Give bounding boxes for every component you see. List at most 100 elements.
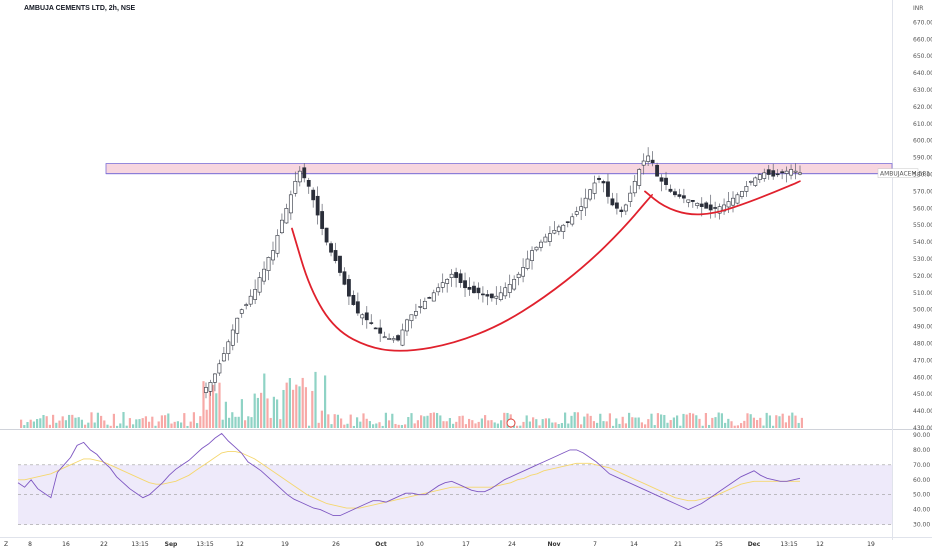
- volume-bar: [666, 422, 669, 428]
- time-tick-label: 21: [674, 541, 682, 548]
- rsi-tick-label: 60.00: [913, 477, 930, 484]
- candle-body: [400, 329, 405, 346]
- volume-bar: [567, 423, 570, 428]
- volume-bar: [224, 401, 227, 428]
- price-tick-label: 490.00: [913, 324, 932, 331]
- time-tick-label: 12: [236, 541, 244, 548]
- volume-bar: [458, 416, 461, 428]
- candle-body: [641, 160, 646, 166]
- volume-bar: [736, 425, 739, 428]
- volume-bar: [61, 416, 64, 428]
- volume-bar: [551, 422, 554, 428]
- volume-bar: [365, 418, 368, 428]
- candle-body: [592, 182, 597, 194]
- volume-bar: [410, 413, 413, 428]
- volume-bar: [762, 425, 765, 428]
- volume-bar: [631, 417, 634, 428]
- candle-body: [713, 207, 718, 209]
- volume-bar: [442, 421, 445, 428]
- candle-body: [588, 189, 592, 200]
- candle-body: [717, 206, 722, 214]
- volume-bar: [71, 414, 74, 428]
- candle-body: [583, 197, 588, 209]
- volume-bar: [532, 417, 535, 428]
- candle-body: [320, 211, 325, 229]
- price-tick-label: 530.00: [913, 256, 932, 263]
- volume-bar: [196, 423, 199, 428]
- candle-body: [302, 167, 307, 179]
- price-tick-label: 620.00: [913, 104, 932, 111]
- volume-bar: [493, 422, 496, 428]
- rsi-tick-label: 80.00: [913, 447, 930, 454]
- candle-body: [244, 304, 249, 306]
- candle-body: [771, 170, 776, 177]
- candle-body: [275, 235, 280, 254]
- volume-bar: [240, 399, 243, 428]
- volume-bar: [477, 421, 480, 428]
- candle-body: [324, 227, 329, 243]
- volume-bar: [87, 422, 90, 428]
- volume-bar: [32, 421, 35, 428]
- volume-bar: [791, 412, 794, 428]
- candle-body: [230, 329, 235, 346]
- candle-body: [561, 224, 566, 232]
- candle-body: [257, 277, 262, 293]
- volume-bar: [436, 412, 439, 428]
- event-marker-icon: [506, 418, 516, 428]
- candle-body: [748, 180, 753, 183]
- volume-bar: [212, 384, 215, 428]
- volume-bar: [756, 420, 759, 428]
- volume-bar: [714, 417, 717, 428]
- time-tick-label: Oct: [375, 541, 387, 548]
- candle-body: [387, 338, 392, 340]
- volume-bar: [711, 417, 714, 428]
- volume-bar: [682, 413, 685, 428]
- volume-bar: [413, 423, 416, 428]
- volume-bar: [42, 414, 45, 428]
- volume-bar: [560, 423, 563, 428]
- volume-bar: [96, 412, 99, 428]
- candle-body: [271, 250, 275, 261]
- volume-bar: [170, 423, 173, 428]
- candle-body: [623, 204, 628, 212]
- volume-bar: [788, 415, 791, 428]
- price-tick-label: 660.00: [913, 36, 932, 43]
- volume-bar: [327, 414, 330, 428]
- volume-bar: [784, 422, 787, 428]
- zoom-icon: Z: [4, 541, 8, 548]
- candle-body: [757, 174, 762, 180]
- price-tick-label: 570.00: [913, 188, 932, 195]
- volume-bar: [231, 412, 234, 428]
- candle-body: [494, 295, 499, 299]
- volume-bar: [352, 425, 355, 428]
- volume-bar: [692, 413, 695, 428]
- volume-bar: [432, 412, 435, 428]
- time-tick-label: 7: [593, 541, 597, 548]
- volume-bar: [618, 423, 621, 428]
- price-tick-label: 480.00: [913, 341, 932, 348]
- volume-bar: [586, 413, 589, 428]
- volume-bar: [624, 423, 627, 428]
- volume-bar: [167, 413, 170, 428]
- volume-bar: [250, 417, 253, 428]
- volume-bar: [538, 425, 541, 428]
- volume-bar: [500, 420, 503, 428]
- volume-bar: [730, 421, 733, 428]
- volume-bar: [516, 425, 519, 428]
- candle-body: [248, 295, 253, 305]
- volume-bar: [634, 417, 637, 428]
- volume-bar: [461, 415, 464, 428]
- price-tick-label: 640.00: [913, 70, 932, 77]
- candle-body: [382, 336, 387, 339]
- volume-bar: [244, 420, 247, 428]
- volume-bar: [247, 416, 250, 428]
- volume-bar: [503, 412, 506, 428]
- volume-bar: [496, 423, 499, 428]
- volume-bar: [330, 424, 333, 428]
- volume-bar: [298, 386, 301, 428]
- candle-body: [677, 194, 682, 197]
- candle-body: [262, 268, 266, 282]
- price-tick-label: 470.00: [913, 357, 932, 364]
- volume-bar: [154, 425, 157, 428]
- volume-bar: [349, 414, 352, 428]
